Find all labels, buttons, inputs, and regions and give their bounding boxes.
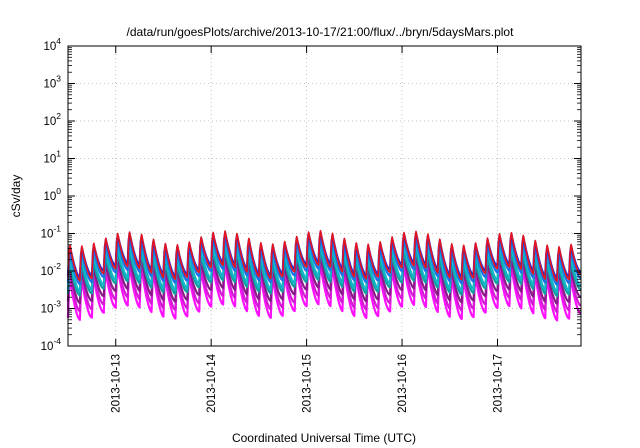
y-axis-label: cSv/day — [9, 175, 23, 218]
y-tick-label: 102 — [43, 111, 61, 128]
y-tick-label: 100 — [43, 186, 61, 203]
series-layer — [66, 229, 582, 322]
x-tick-label: 2013-10-14 — [206, 353, 218, 412]
y-tick-label: 10-2 — [41, 261, 62, 278]
x-tick-label: 2013-10-15 — [302, 354, 314, 413]
y-tick-label: 104 — [43, 36, 61, 53]
y-axis-ticks: 10-4 10-3 10-2 10-1 100 101 102 103 104 — [41, 36, 581, 353]
x-tick-label: 2013-10-13 — [111, 354, 123, 413]
x-axis-label: Coordinated Universal Time (UTC) — [232, 431, 416, 445]
y-tick-label: 10-4 — [41, 336, 62, 353]
series-line — [67, 229, 582, 283]
x-tick-label: 2013-10-16 — [397, 354, 409, 413]
y-tick-label: 10-3 — [41, 299, 62, 316]
x-tick-label: 2013-10-17 — [492, 354, 504, 413]
chart-title: /data/run/goesPlots/archive/2013-10-17/2… — [127, 25, 515, 39]
y-tick-label: 10-1 — [41, 224, 62, 241]
x-axis-ticks: 2013-10-13 2013-10-14 2013-10-15 2013-10-16… — [111, 46, 504, 413]
y-tick-label: 101 — [43, 149, 61, 166]
y-tick-label: 103 — [43, 74, 61, 91]
plot-frame — [67, 45, 582, 347]
